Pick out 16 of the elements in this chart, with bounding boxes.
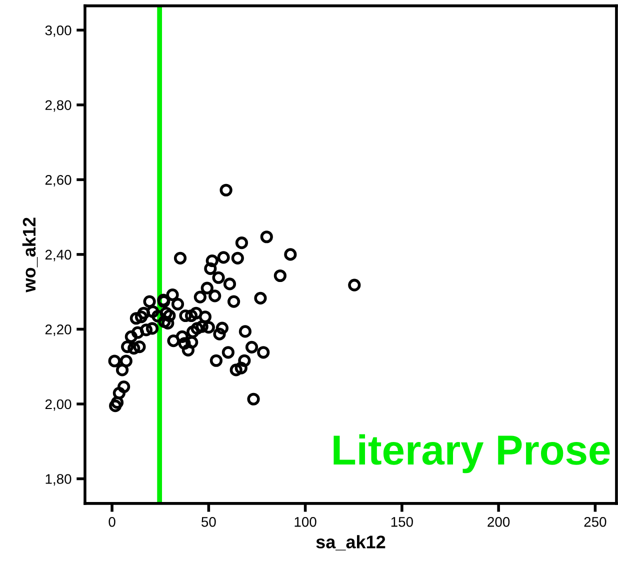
y-axis-title: wo_ak12 (22, 218, 38, 292)
y-tick-label: 2,40 (45, 250, 72, 262)
x-tick-label: 100 (294, 516, 316, 527)
y-tick-label: 2,20 (45, 324, 72, 336)
x-tick-label: 0 (108, 516, 116, 527)
y-tick-label: 2,00 (45, 399, 72, 411)
x-tick-label: 150 (391, 516, 413, 527)
x-axis-title: sa_ak12 (316, 535, 386, 550)
y-tick-label: 3,00 (45, 25, 72, 37)
x-tick-label: 200 (488, 516, 510, 527)
y-tick-label: 1,80 (46, 474, 72, 486)
y-tick-label: 2,80 (45, 100, 72, 112)
annotation: Literary Prose (334, 434, 610, 474)
y-tick-label: 2,60 (45, 175, 72, 186)
x-tick-label: 250 (584, 516, 606, 527)
x-tick-label: 50 (201, 516, 216, 527)
